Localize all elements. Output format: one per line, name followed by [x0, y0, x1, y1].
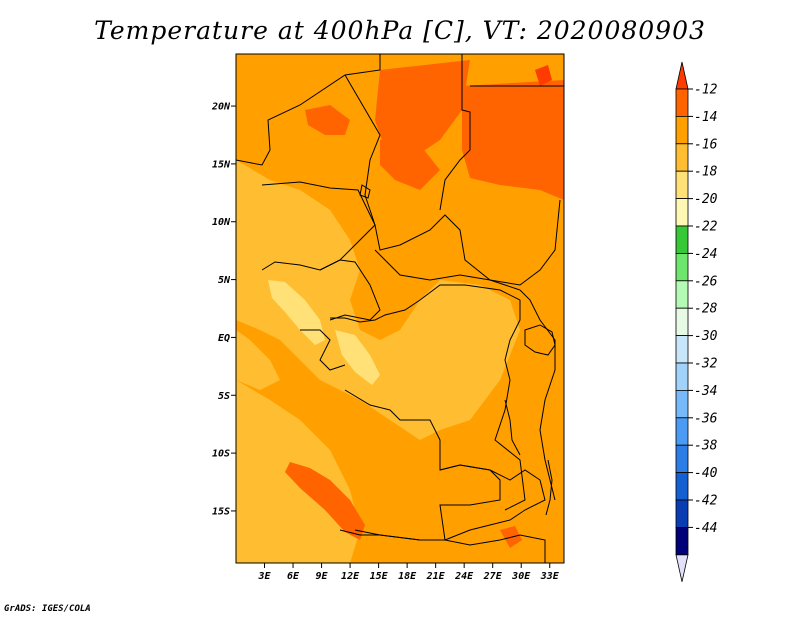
longitude-axis: 3E 6E 9E 12E 15E 18E 21E 24E 27E 30E 33E	[257, 563, 560, 582]
colorbar-bottom-arrow	[675, 554, 689, 582]
colorbar-swatch	[675, 499, 689, 528]
field-region-southwest-band	[285, 462, 365, 540]
colorbar-label: -32	[694, 357, 718, 372]
field-region-northeast	[462, 80, 564, 200]
colorbar-label: -36	[694, 411, 718, 426]
lat-tick-label: EQ	[218, 333, 230, 344]
colorbar-swatch	[675, 116, 689, 145]
temperature-field	[236, 54, 564, 563]
field-region-west	[236, 160, 520, 440]
lat-tick-label: 20N	[211, 102, 231, 113]
colorbar-swatch	[675, 362, 689, 391]
colorbar: -12 -14 -16 -18 -20 -22 -24 -26 -28 -30 -32 -34 -36 -…	[675, 61, 718, 582]
lon-tick-label: 12E	[341, 571, 360, 582]
border-car	[374, 249, 521, 291]
colorbar-swatch	[675, 444, 689, 474]
lon-tick-label: 24E	[454, 571, 474, 582]
software-credit: GrADS: IGES/COLA	[4, 604, 91, 614]
border-lake-malawi	[545, 459, 553, 516]
colorbar-label: -42	[694, 494, 718, 509]
lat-tick-label: 10S	[212, 449, 230, 460]
lon-tick-label: 21E	[426, 571, 446, 582]
colorbar-label: -30	[694, 329, 718, 344]
colorbar-label: -24	[694, 247, 717, 262]
border-lake-tanganyika	[504, 399, 521, 456]
border-sudan-east	[439, 54, 471, 211]
colorbar-label: -22	[694, 220, 718, 235]
lat-tick-label: 15S	[212, 506, 230, 517]
border-congo-drc	[330, 284, 526, 511]
colorbar-swatch	[675, 252, 689, 282]
map-title: Temperature at 400hPa [C], VT: 202008090…	[94, 16, 706, 45]
border-zambia	[439, 464, 546, 541]
lon-tick-label: 27E	[483, 571, 503, 582]
border-east-africa	[519, 289, 556, 501]
field-region-pale-1	[268, 280, 325, 345]
lon-tick-label: 18E	[398, 571, 417, 582]
border-north-chad	[344, 74, 561, 286]
colorbar-swatch	[675, 472, 689, 501]
colorbar-label: -28	[694, 302, 718, 317]
map-frame	[235, 53, 565, 564]
field-region-east-dark	[535, 65, 552, 86]
colorbar-swatch	[675, 335, 689, 364]
lat-tick-label: 10N	[212, 217, 231, 228]
border-nigeria	[261, 181, 376, 271]
lon-tick-label: 6E	[287, 571, 300, 582]
colorbar-label: -34	[694, 384, 717, 399]
colorbar-swatch	[675, 170, 689, 199]
lon-tick-label: 33E	[540, 571, 560, 582]
border-lake-chad	[359, 184, 371, 199]
border-gabon	[300, 329, 346, 371]
lon-tick-label: 30E	[511, 571, 531, 582]
colorbar-swatch	[675, 389, 689, 419]
colorbar-label: -12	[694, 83, 718, 98]
colorbar-label: -20	[694, 192, 718, 207]
field-region-south-strip	[236, 330, 280, 390]
field-region-north-central	[375, 60, 470, 160]
border-lake-victoria	[524, 324, 556, 356]
colorbar-label: -40	[694, 466, 718, 481]
colorbar-swatch	[675, 527, 689, 556]
field-region-north-central-2	[380, 140, 440, 190]
field-region-pale-2	[335, 330, 380, 385]
colorbar-swatch	[675, 417, 689, 446]
colorbar-label: -38	[694, 439, 718, 454]
colorbar-swatch	[675, 198, 689, 227]
border-west-coast	[236, 54, 381, 166]
colorbar-swatch	[675, 225, 689, 254]
colorbar-swatch	[675, 88, 689, 117]
field-region-northwest-patch	[305, 105, 350, 135]
colorbar-label: -14	[694, 110, 717, 125]
colorbar-swatch	[675, 280, 689, 309]
colorbar-label: -16	[694, 137, 718, 152]
lat-tick-label: 5S	[218, 391, 230, 402]
colorbar-top-arrow	[675, 61, 689, 90]
colorbar-swatch	[675, 307, 689, 337]
lon-tick-label: 9E	[316, 571, 329, 582]
country-borders	[236, 54, 564, 563]
colorbar-label: -18	[694, 165, 718, 180]
lat-tick-label: 5N	[218, 275, 231, 286]
border-namibia	[339, 529, 546, 563]
lat-tick-label: 15N	[212, 159, 231, 170]
colorbar-label: -44	[694, 521, 717, 536]
lon-tick-label: 15E	[370, 571, 389, 582]
latitude-axis: 20N 15N 10N 5N EQ 5S 10S 15S	[211, 102, 236, 517]
lon-tick-label: 3E	[257, 571, 271, 582]
colorbar-label: -26	[694, 274, 718, 289]
colorbar-swatch	[675, 143, 689, 172]
border-cameroon	[319, 259, 381, 321]
